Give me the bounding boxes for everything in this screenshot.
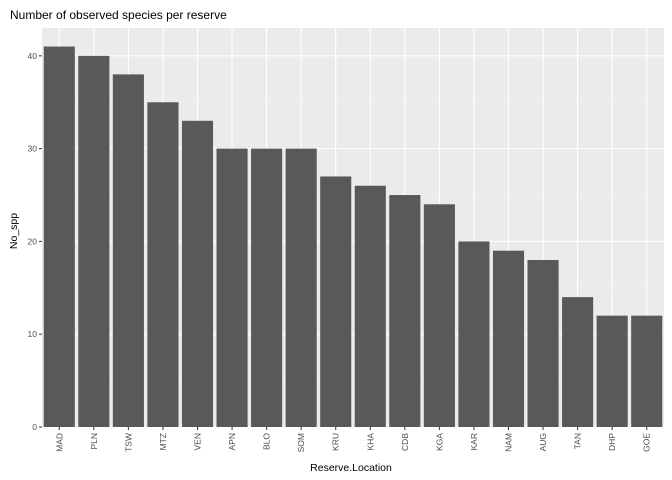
x-tick-label: MTZ <box>158 433 168 450</box>
y-tick-label: 10 <box>28 329 38 339</box>
y-tick-label: 20 <box>28 236 38 246</box>
bar-apn <box>216 148 248 427</box>
bars <box>43 46 663 428</box>
bar-mtz <box>147 102 179 428</box>
x-tick-label: SOM <box>296 433 306 452</box>
y-tick-label: 40 <box>28 51 38 61</box>
chart-title: Number of observed species per reserve <box>10 8 227 22</box>
x-tick-label: KGA <box>434 433 444 451</box>
bar-kar <box>458 241 490 427</box>
x-tick-label: APN <box>227 433 237 450</box>
x-tick-label: AUG <box>538 433 548 451</box>
x-tick-label: KAR <box>469 433 479 450</box>
bar-ven <box>181 120 214 427</box>
bar-mad <box>43 46 75 428</box>
bar-cdb <box>389 195 421 427</box>
bar-kga <box>423 204 455 427</box>
minor-gridlines <box>42 101 664 381</box>
x-tick-label: CDB <box>400 433 410 451</box>
bar-kha <box>354 185 386 427</box>
bar-tan <box>562 297 594 427</box>
x-tick-label: TSW <box>123 433 133 452</box>
bar-aug <box>527 259 559 427</box>
bar-dhp <box>596 315 628 427</box>
y-axis-title: No_spp <box>8 213 20 249</box>
plot-panel <box>42 28 664 427</box>
x-tick-label: NAM <box>504 433 514 452</box>
x-tick-label: MAD <box>54 433 64 452</box>
x-tick-label: VEN <box>193 433 203 450</box>
bar-tsw <box>112 74 144 427</box>
bar-blo <box>251 148 283 427</box>
bar-pln <box>78 55 110 427</box>
y-tick-label: 30 <box>28 144 38 154</box>
bar-som <box>285 148 317 427</box>
x-tick-label: BLO <box>262 433 272 450</box>
x-tick-label: TAN <box>573 433 583 449</box>
bar-nam <box>492 250 525 427</box>
x-tick-label: KRU <box>331 433 341 451</box>
x-tick-label: PLN <box>89 433 99 450</box>
y-axis: 0 10 20 30 40 <box>28 51 42 432</box>
y-tick-label: 0 <box>32 422 37 432</box>
x-axis-title: Reserve.Location <box>310 462 392 474</box>
x-tick-label: KHA <box>365 433 375 451</box>
bar-kru <box>320 176 352 427</box>
bar-goe <box>631 315 663 427</box>
x-tick-label: DHP <box>607 433 617 451</box>
x-axis: MAD PLN TSW MTZ VEN APN BLO SOM KRU KHA CDB KGA KAR N… <box>54 427 652 452</box>
x-tick-label: GOE <box>642 433 652 452</box>
